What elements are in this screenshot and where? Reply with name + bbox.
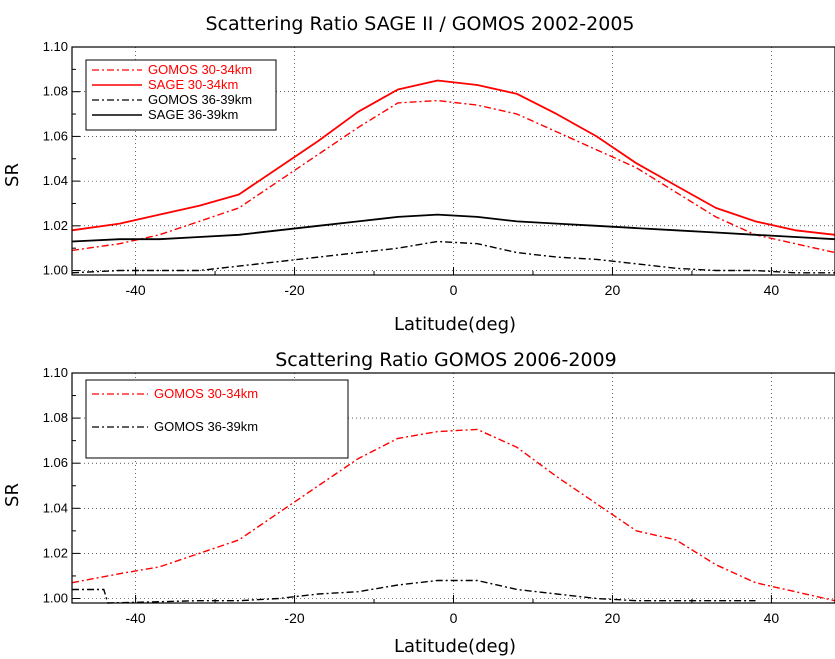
legend-bottom: GOMOS 30-34km GOMOS 36-39km [85,379,349,459]
legend-box-bottom [85,379,349,459]
y-axis-ticks-top: 1.00 1.02 1.04 1.06 1.08 1.10 [43,39,80,278]
y-tick-label-top: 1.00 [43,263,68,278]
y-tick-label-bottom: 1.02 [43,545,68,560]
y-tick-label-top: 1.08 [43,84,68,99]
series-line-bottom-1 [71,428,835,602]
y-tick-label-top: 1.06 [43,128,68,143]
chart-title-top: Scattering Ratio SAGE II / GOMOS 2002-20… [205,13,634,35]
x-tick-label-bottom: 20 [605,610,621,626]
series-lines-bottom [71,428,835,604]
x-axis-label-bottom: Latitude(deg) [394,636,516,657]
y-tick-label-bottom: 1.08 [43,410,68,425]
series-line-top-2 [71,79,835,236]
chart-title-bottom: Scattering Ratio GOMOS 2006-2009 [275,349,616,371]
series-line-top-3 [71,240,835,274]
legend-label-top-3: GOMOS 36-39km [148,92,252,107]
x-tick-label-top: 20 [605,282,621,298]
legend-label-bottom-1: GOMOS 30-34km [154,386,258,401]
chart-panel-top: Scattering Ratio SAGE II / GOMOS 2002-20… [2,13,835,335]
y-tick-label-top: 1.04 [43,173,68,188]
y-axis-label-bottom: SR [2,483,23,507]
y-tick-label-bottom: 1.10 [43,365,68,380]
series-line-top-1 [71,99,835,254]
x-tick-label-bottom: 0 [450,610,458,626]
y-axis-ticks-bottom: 1.00 1.02 1.04 1.06 1.08 1.10 [43,365,80,605]
x-tick-label-top: 40 [764,282,780,298]
y-tick-label-bottom: 1.06 [43,455,68,470]
x-axis-label-top: Latitude(deg) [394,314,516,335]
x-tick-label-top: -40 [125,282,145,298]
series-lines-top [71,79,835,274]
x-tick-label-bottom: -40 [125,610,145,626]
y-axis-label-top: SR [2,163,23,187]
y-tick-label-bottom: 1.04 [43,500,68,515]
x-tick-label-bottom: 40 [764,610,780,626]
y-tick-label-bottom: 1.00 [43,590,68,605]
legend-label-top-1: GOMOS 30-34km [148,62,252,77]
y-tick-label-top: 1.10 [43,39,68,54]
series-line-bottom-2 [72,579,756,604]
x-tick-label-top: 0 [450,282,458,298]
legend-label-bottom-2: GOMOS 36-39km [154,419,258,434]
x-axis-ticks-top: -40 -20 0 20 40 [125,267,779,298]
x-tick-label-top: -20 [284,282,304,298]
x-axis-ticks-bottom: -40 -20 0 20 40 [125,595,779,626]
series-line-top-4 [71,213,835,243]
chart-panel-bottom: Scattering Ratio GOMOS 2006-2009 -40 -20 0… [2,349,835,657]
y-tick-label-top: 1.02 [43,218,68,233]
x-tick-label-bottom: -20 [284,610,304,626]
legend-label-top-4: SAGE 36-39km [148,107,238,122]
legend-box-top [85,59,277,131]
legend-label-top-2: SAGE 30-34km [148,77,238,92]
